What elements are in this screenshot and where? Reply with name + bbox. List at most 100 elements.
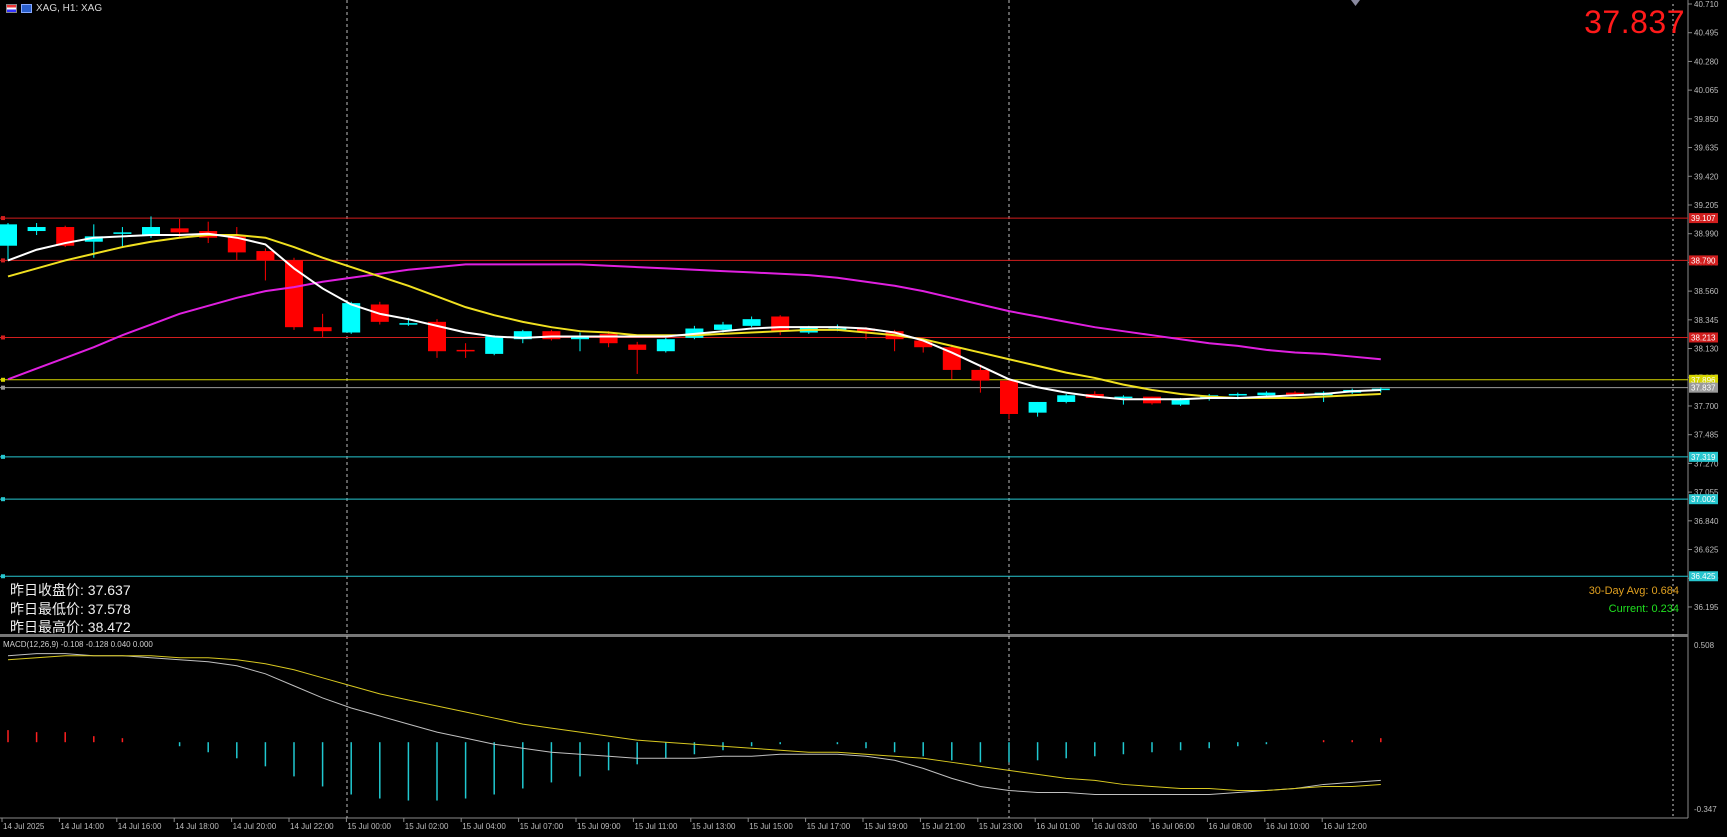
yesterday-high: 昨日最高价: 38.472 <box>10 619 131 635</box>
candle-body <box>485 336 504 354</box>
candle-body <box>714 324 732 330</box>
candle-body <box>342 303 361 333</box>
candle-body <box>542 331 561 340</box>
price-tick-label: 36.195 <box>1694 603 1719 612</box>
level-anchor <box>1 454 5 459</box>
price-tick-label: 38.345 <box>1694 316 1719 325</box>
candle-body <box>857 328 875 332</box>
time-label: 15 Jul 09:00 <box>577 822 621 831</box>
price-tick-label: 37.485 <box>1694 431 1719 440</box>
level-tag <box>1689 382 1718 393</box>
time-label: 16 Jul 01:00 <box>1036 822 1080 831</box>
macd-label: MACD(12,26,9) -0.108 -0.128 0.040 0.000 <box>3 640 153 649</box>
candle-body <box>399 323 418 325</box>
time-label: 14 Jul 18:00 <box>175 822 219 831</box>
candle-body <box>84 236 103 242</box>
macd-axis-label: 0.508 <box>1694 641 1715 650</box>
time-label: 15 Jul 00:00 <box>347 822 391 831</box>
candle-body <box>513 331 532 340</box>
level-tag <box>1689 332 1718 343</box>
time-label: 15 Jul 11:00 <box>634 822 678 831</box>
time-label: 15 Jul 21:00 <box>921 822 965 831</box>
price-tick-label: 40.710 <box>1694 0 1719 9</box>
time-label: 14 Jul 20:00 <box>233 822 277 831</box>
level-anchor <box>1 574 5 579</box>
candle-body <box>1286 392 1304 396</box>
current-price-display: 37.837 <box>1584 4 1685 40</box>
flag-icon <box>6 4 17 13</box>
level-tag-label: 38.213 <box>1691 333 1716 342</box>
level-anchor <box>1 258 5 263</box>
time-label: 15 Jul 23:00 <box>979 822 1023 831</box>
price-tick-label: 37.700 <box>1694 402 1719 411</box>
time-label: 16 Jul 12:00 <box>1323 822 1367 831</box>
time-label: 15 Jul 17:00 <box>807 822 851 831</box>
level-tag <box>1689 213 1718 224</box>
price-tick-label: 40.495 <box>1694 29 1719 38</box>
current-volatility: Current: 0.234 <box>1608 603 1679 615</box>
yesterday-low: 昨日最低价: 37.578 <box>10 601 131 617</box>
level-tag <box>1689 255 1718 266</box>
candle-body <box>113 232 132 234</box>
candle-body <box>142 227 160 236</box>
level-anchor <box>1 377 5 382</box>
candle-body <box>313 327 332 332</box>
price-tick-label: 36.625 <box>1694 546 1719 555</box>
level-anchor <box>1 216 5 221</box>
candle-body <box>56 227 75 246</box>
candle-body <box>1057 395 1076 402</box>
ma-fast-line <box>7 232 1381 401</box>
price-tick-label: 39.420 <box>1694 172 1719 181</box>
level-tag <box>1689 374 1718 385</box>
ma-mid-line <box>7 234 1381 399</box>
price-tick-label: 40.065 <box>1694 86 1719 95</box>
price-tick-label: 37.270 <box>1694 459 1719 468</box>
candle-body <box>914 340 933 348</box>
price-tick-label: 39.850 <box>1694 115 1719 124</box>
level-tag-label: 37.319 <box>1691 453 1716 462</box>
time-label: 14 Jul 2025 <box>3 822 45 831</box>
macd-line <box>7 653 1381 795</box>
subwindow-separator <box>0 634 1688 637</box>
time-label: 16 Jul 06:00 <box>1151 822 1195 831</box>
level-tag-label: 36.425 <box>1691 572 1716 581</box>
level-tag-label: 37.002 <box>1691 495 1716 504</box>
time-label: 14 Jul 16:00 <box>118 822 162 831</box>
candle-body <box>1228 393 1247 396</box>
time-label: 15 Jul 19:00 <box>864 822 908 831</box>
price-tick-label: 40.280 <box>1694 57 1719 66</box>
level-tag-label: 37.896 <box>1691 376 1716 385</box>
thirty-day-avg: 30-Day Avg: 0.684 <box>1588 585 1679 597</box>
candle-body <box>971 369 990 381</box>
time-label: 15 Jul 02:00 <box>405 822 449 831</box>
price-tick-label: 39.205 <box>1694 201 1719 210</box>
candle-body <box>285 260 303 328</box>
price-tick-label: 38.990 <box>1694 230 1719 239</box>
level-tag <box>1689 494 1718 505</box>
candle-body <box>1114 396 1133 399</box>
candle-body <box>571 336 589 340</box>
candle-body <box>0 224 17 246</box>
price-tick-label: 38.130 <box>1694 345 1719 354</box>
candle-body <box>1371 388 1390 391</box>
level-anchor <box>1 335 5 340</box>
candle-body <box>428 321 446 352</box>
candle-body <box>742 319 761 326</box>
level-tag-label: 39.107 <box>1691 214 1716 223</box>
candle-body <box>656 339 675 352</box>
time-label: 16 Jul 10:00 <box>1266 822 1310 831</box>
yesterday-close: 昨日收盘价: 37.637 <box>10 582 131 598</box>
candle-body <box>599 333 618 344</box>
candle-body <box>771 316 790 332</box>
candle-body <box>1171 399 1190 405</box>
level-tag-label: 38.790 <box>1691 256 1716 265</box>
candle-body <box>256 251 275 261</box>
candle-body <box>1000 380 1018 414</box>
price-tick-label: 38.560 <box>1694 287 1719 296</box>
macd-axis-label: -0.347 <box>1694 805 1717 814</box>
time-label: 16 Jul 08:00 <box>1208 822 1252 831</box>
level-tag <box>1689 451 1718 462</box>
candle-body <box>628 344 647 350</box>
time-label: 14 Jul 14:00 <box>60 822 104 831</box>
